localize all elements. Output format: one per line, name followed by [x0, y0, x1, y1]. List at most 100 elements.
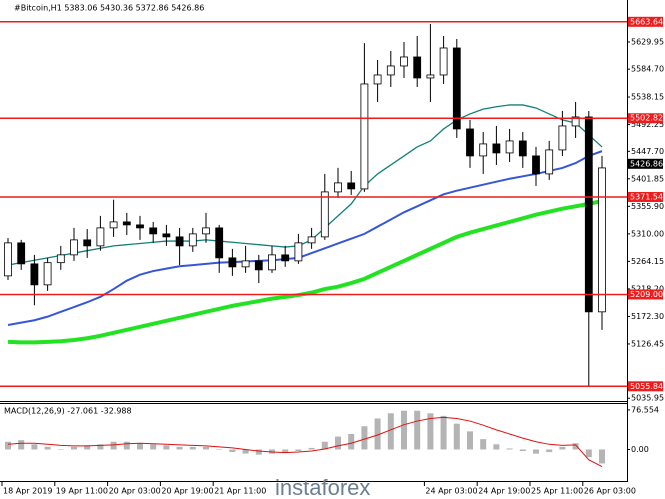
level-label: 5209.00: [630, 290, 663, 299]
candle-body: [571, 116, 580, 127]
candle-body: [70, 239, 78, 256]
chart-title: #Bitcoin,H1 5383.06 5430.36 5372.86 5426…: [14, 4, 204, 13]
histogram-bar: [176, 446, 183, 450]
histogram-bar: [269, 449, 275, 454]
y-tick-label: 0.00: [631, 445, 649, 454]
x-tick-label: 25 Apr 11:00: [531, 487, 583, 496]
histogram-bar: [506, 448, 513, 450]
y-tick-label: 5218.20: [631, 284, 664, 293]
moving-average: [7, 150, 603, 327]
histogram-bar: [229, 449, 236, 453]
candle-body: [413, 56, 422, 79]
histogram-bar: [282, 449, 289, 453]
histogram-bar: [308, 447, 315, 450]
candle-body: [96, 227, 105, 247]
candle-body: [202, 227, 210, 235]
histogram-bar: [453, 423, 460, 450]
y-tick-label: 5310.00: [631, 229, 664, 238]
candle-body: [241, 260, 250, 268]
histogram-bar: [216, 449, 223, 450]
level-label-box: [628, 16, 663, 27]
candle-body: [307, 236, 316, 244]
y-tick-label: 76.554: [631, 405, 659, 414]
candle-body: [294, 242, 303, 262]
candle-body: [466, 128, 474, 157]
candle-body: [373, 74, 382, 85]
level-label: 5502.82: [630, 114, 663, 123]
signal-line: [7, 416, 603, 467]
candle-body: [545, 149, 554, 175]
candle-body: [360, 83, 369, 190]
y-tick-label: 5401.85: [631, 174, 664, 183]
x-tick-label: 19 Apr 11:00: [56, 487, 108, 496]
histogram-bar: [71, 446, 77, 450]
level-label-box: [628, 289, 663, 300]
x-tick-label: 20 Apr 03:00: [109, 487, 161, 496]
candle-body: [122, 221, 131, 226]
histogram-bar: [150, 444, 157, 450]
histogram-bar: [335, 436, 341, 450]
histogram-bar: [84, 445, 91, 450]
y-tick-label: 5447.70: [631, 147, 664, 156]
candle-body: [4, 242, 12, 277]
histogram-bar: [387, 413, 394, 450]
candle-body: [347, 182, 356, 190]
candle-body: [320, 191, 329, 238]
histogram-bar: [546, 449, 553, 453]
indicator-title: MACD(12,26,9) -27.061 -32.988: [4, 407, 132, 416]
candle-body: [492, 143, 501, 154]
candle-body: [254, 260, 263, 271]
histogram-bar: [572, 443, 579, 450]
moving-average: [7, 104, 603, 266]
candle-body: [228, 257, 237, 268]
x-tick-label: 18 Apr 2019: [3, 487, 52, 496]
histogram-bar: [57, 449, 64, 450]
candle-body: [162, 233, 171, 238]
candle-body: [505, 140, 514, 154]
histogram-bar: [295, 449, 302, 452]
histogram-bar: [31, 444, 38, 450]
histogram-bar: [348, 433, 355, 450]
candle-body: [479, 143, 488, 157]
histogram-bar: [123, 441, 130, 450]
histogram-bar: [519, 449, 526, 452]
candle-body: [532, 155, 540, 175]
y-tick-label: 5172.30: [631, 312, 664, 321]
histogram-bar: [493, 444, 500, 450]
histogram-bar: [18, 440, 25, 450]
current-price-label: 5426.86: [630, 159, 663, 168]
histogram-bar: [203, 446, 209, 450]
histogram-bar: [5, 441, 11, 450]
candle-body: [56, 254, 65, 264]
candle-body: [83, 239, 92, 247]
candle-body: [400, 56, 408, 67]
level-label: 5055.84: [630, 382, 663, 391]
histogram-bar: [559, 446, 566, 450]
plot: 5629.95 5584.70 5538.15 5492.25 5447.70 5401.…: [0, 16, 664, 496]
candle-body: [386, 65, 395, 76]
y-tick-label: 5355.90: [631, 202, 664, 211]
histogram-bar: [163, 445, 170, 450]
y-tick-label: 5492.25: [631, 120, 664, 129]
candle-body: [268, 254, 276, 271]
level-label: 5371.54: [630, 192, 663, 201]
candle-body: [30, 263, 39, 286]
x-tick-label: 26 Apr 03:00: [584, 487, 636, 496]
y-tick-label: 5035.95: [631, 394, 664, 403]
level-label-box: [628, 381, 663, 392]
histogram-bar: [414, 410, 421, 450]
histogram-bar: [255, 449, 262, 455]
histogram-bar: [137, 443, 143, 450]
candle-body: [215, 227, 224, 259]
watermark: instaforex: [275, 475, 370, 499]
candle-body: [43, 262, 52, 286]
x-tick-label: 24 Apr 19:00: [478, 487, 530, 496]
histogram-bar: [361, 426, 368, 450]
y-tick-label: 5264.15: [631, 257, 664, 266]
histogram-bar: [480, 439, 487, 450]
level-label-box: [628, 191, 663, 202]
histogram-bar: [599, 449, 605, 464]
current-price-box: [628, 158, 663, 169]
